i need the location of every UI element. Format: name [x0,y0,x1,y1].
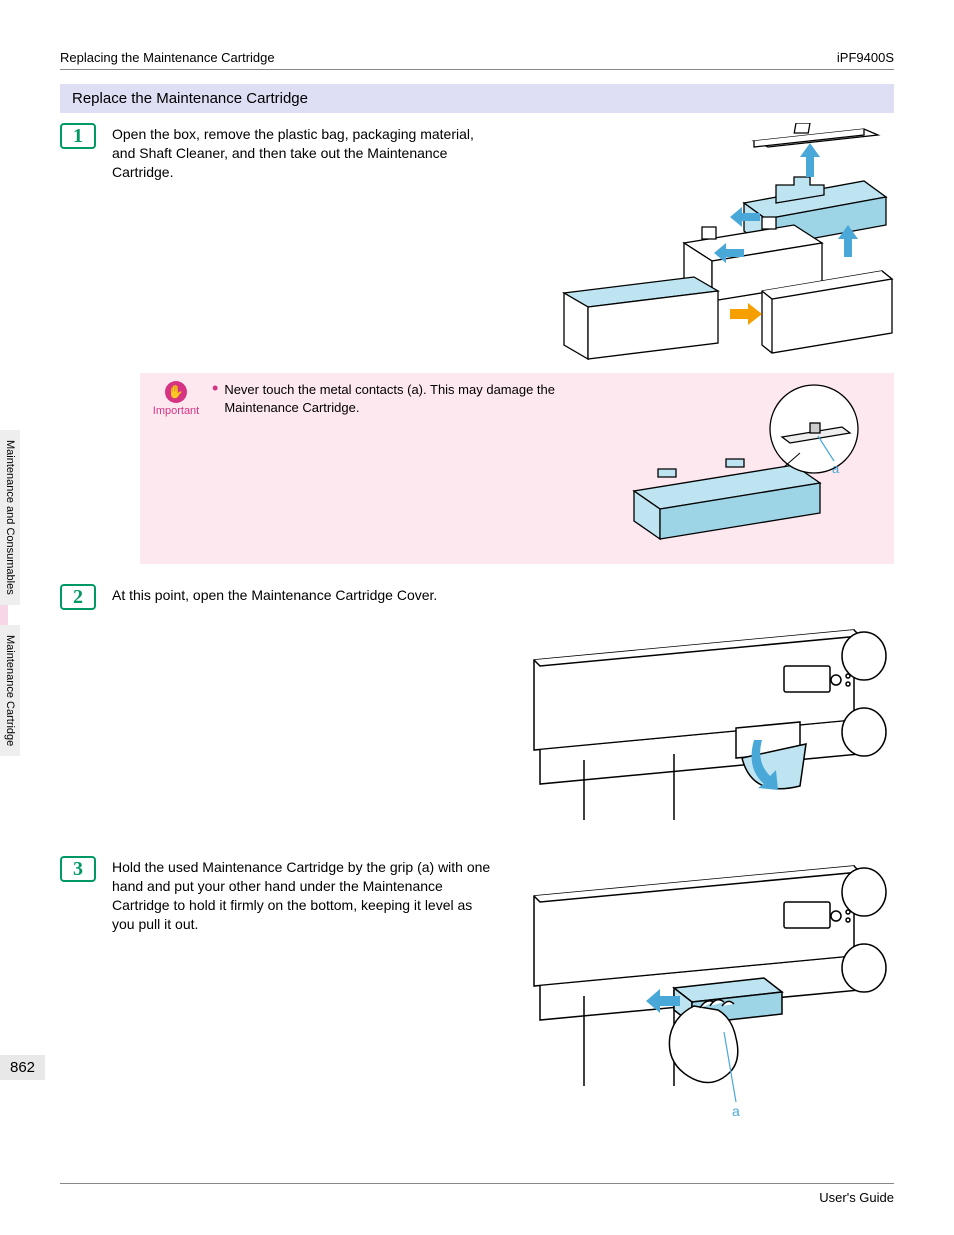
step-body: Hold the used Maintenance Cartridge by t… [112,856,894,1136]
bullet-icon: • [212,381,218,416]
header-right: iPF9400S [837,50,894,65]
footer-text: User's Guide [819,1190,894,1205]
important-box: ✋ Important • Never touch the metal cont… [140,373,894,564]
step-number: 1 [60,123,96,149]
important-diagram: a [582,381,884,556]
footer: User's Guide [60,1183,894,1205]
header-left: Replacing the Maintenance Cartridge [60,50,275,65]
step-1-diagram [502,123,894,363]
important-body: Never touch the metal contacts (a). This… [224,381,572,416]
important-icon-col: ✋ Important [150,381,202,417]
callout-a: a [832,461,840,476]
step-2: 2 At this point, open the Maintenance Ca… [60,584,894,610]
sidetab-top: Maintenance and Consumables [0,430,20,605]
header-row: Replacing the Maintenance Cartridge iPF9… [60,50,894,70]
important-label: Important [150,405,202,417]
step-body: Open the box, remove the plastic bag, pa… [112,123,894,363]
step-body: At this point, open the Maintenance Cart… [112,584,894,605]
step-number: 3 [60,856,96,882]
sidetab-spacer [0,605,8,625]
step-text: At this point, open the Maintenance Cart… [112,584,894,605]
side-tabs: Maintenance and Consumables Maintenance … [0,430,26,756]
section-title: Replace the Maintenance Cartridge [60,84,894,113]
callout-a: a [732,1103,740,1119]
step-2-diagram [524,620,894,830]
step-text: Hold the used Maintenance Cartridge by t… [112,856,492,1136]
page: Replacing the Maintenance Cartridge iPF9… [0,0,954,1235]
step-2-diagram-wrap [60,620,894,830]
important-icon: ✋ [165,381,187,403]
step-text: Open the box, remove the plastic bag, pa… [112,123,492,363]
step-3-diagram: a [502,856,894,1136]
page-number: 862 [0,1055,45,1080]
step-3: 3 Hold the used Maintenance Cartridge by… [60,856,894,1136]
step-1: 1 Open the box, remove the plastic bag, … [60,123,894,363]
sidetab-bottom: Maintenance Cartridge [0,625,20,756]
important-text: • Never touch the metal contacts (a). Th… [212,381,572,416]
step-number: 2 [60,584,96,610]
